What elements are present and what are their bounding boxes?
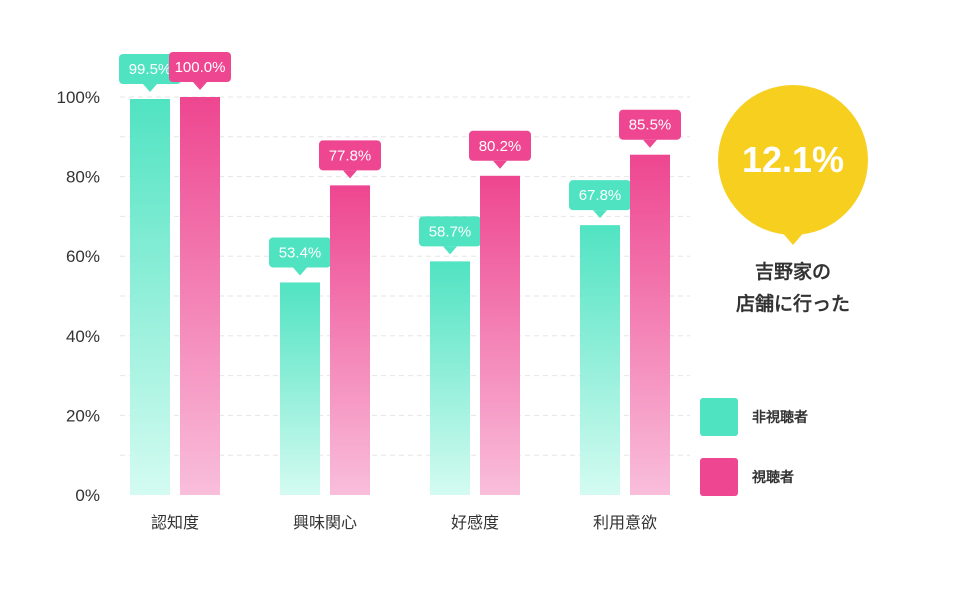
x-category-label: 利用意欲: [593, 513, 657, 532]
x-category-label: 認知度: [151, 513, 199, 532]
legend-swatch-viewer: [700, 458, 738, 496]
data-label: 85.5%: [629, 117, 672, 134]
bar: [480, 175, 520, 495]
data-label-pointer: [593, 210, 607, 219]
data-label-bubble: [169, 52, 231, 82]
data-label-pointer: [493, 160, 507, 169]
callout-value: 12.1%: [741, 139, 845, 180]
data-label: 58.7%: [429, 223, 472, 240]
bar: [180, 97, 220, 495]
y-tick-label: 80%: [66, 168, 100, 187]
data-label: 80.2%: [479, 138, 522, 155]
data-label-pointer: [293, 267, 307, 276]
y-tick-label: 40%: [66, 327, 100, 346]
data-label-pointer: [193, 82, 207, 90]
callout-caption-line-2: 店舗に行った: [735, 293, 850, 315]
bar: [280, 282, 320, 495]
data-label-bubble: [619, 109, 681, 140]
data-label: 67.8%: [579, 187, 622, 204]
bar: [580, 225, 620, 495]
legend-label-non-viewer: 非視聴者: [752, 410, 808, 426]
bar: [330, 185, 370, 495]
y-tick-label: 60%: [66, 247, 100, 266]
x-category-label: 興味関心: [293, 513, 357, 532]
data-label-pointer: [143, 83, 157, 92]
y-tick-label: 0%: [75, 486, 100, 505]
data-label-bubble: [319, 140, 381, 171]
callout-caption-line-1: 吉野家の: [754, 261, 831, 283]
data-label-pointer: [643, 139, 657, 148]
data-label-bubble: [569, 180, 631, 211]
data-label-bubble: [119, 53, 181, 84]
legend-label-viewer: 視聴者: [752, 470, 794, 486]
x-category-label: 好感度: [451, 513, 499, 532]
data-label-bubble: [419, 216, 481, 247]
legend-item-viewer: 視聴者: [700, 458, 808, 496]
legend: 非視聴者 視聴者: [700, 398, 808, 518]
data-label-pointer: [343, 170, 357, 179]
callout-bubble: 12.1%: [718, 85, 868, 245]
bar: [630, 154, 670, 495]
data-label-bubble: [269, 237, 331, 268]
data-label: 99.5%: [129, 61, 172, 78]
legend-swatch-non-viewer: [700, 398, 738, 436]
legend-item-non-viewer: 非視聴者: [700, 398, 808, 436]
data-label-pointer: [443, 246, 457, 255]
data-label: 77.8%: [329, 147, 372, 164]
data-label: 100.0%: [175, 59, 226, 76]
y-tick-label: 100%: [57, 88, 100, 107]
bar: [130, 98, 170, 496]
y-tick-label: 20%: [66, 406, 100, 425]
data-label-bubble: [469, 130, 531, 161]
bar: [430, 261, 470, 495]
callout-caption: 吉野家の 店舗に行った: [718, 256, 868, 320]
data-label: 53.4%: [279, 244, 322, 261]
